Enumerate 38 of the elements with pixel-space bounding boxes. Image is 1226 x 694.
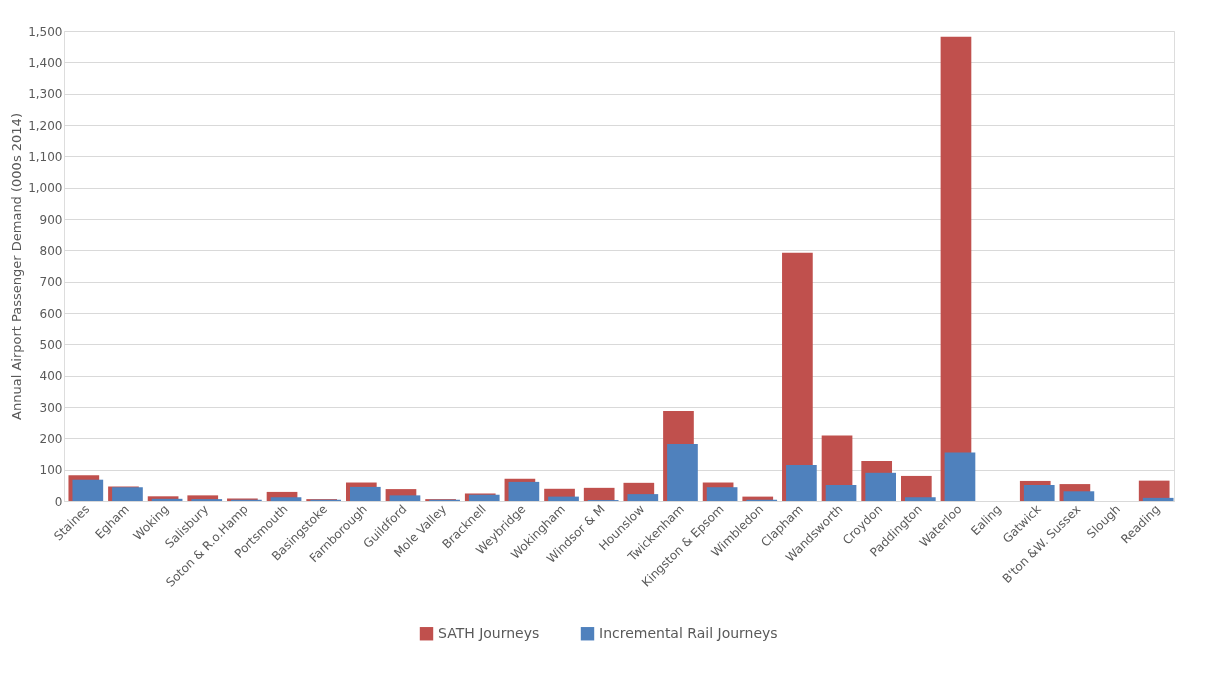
y-tick-label: 100 bbox=[39, 463, 63, 478]
bar bbox=[1142, 497, 1174, 501]
bar bbox=[151, 498, 183, 501]
y-tick-label: 200 bbox=[39, 431, 63, 446]
y-tick-label: 300 bbox=[39, 400, 63, 415]
bar bbox=[389, 495, 421, 501]
bar bbox=[1023, 485, 1055, 501]
legend-label: SATH Journeys bbox=[438, 624, 540, 641]
y-tick-label: 1,100 bbox=[28, 149, 63, 164]
y-tick-label: 400 bbox=[39, 369, 63, 384]
y-tick-label: 700 bbox=[39, 275, 63, 290]
y-tick-label: 1,200 bbox=[28, 118, 63, 133]
y-tick-label: 1,300 bbox=[28, 87, 63, 102]
bar bbox=[112, 487, 143, 501]
bar bbox=[1063, 491, 1095, 501]
y-tick-label: 500 bbox=[39, 337, 63, 352]
bar bbox=[865, 472, 897, 501]
bar bbox=[583, 487, 615, 501]
bar bbox=[904, 497, 936, 501]
legend-label: Incremental Rail Journeys bbox=[599, 624, 778, 641]
bar bbox=[627, 494, 659, 501]
y-tick-label: 1,000 bbox=[28, 181, 63, 196]
y-axis-title: Annual Airport Passenger Demand (000s 2014) bbox=[9, 113, 25, 420]
y-tick-label: 0 bbox=[54, 494, 63, 509]
y-tick-label: 600 bbox=[39, 306, 63, 321]
bar bbox=[270, 497, 302, 501]
bar bbox=[786, 464, 817, 501]
y-tick-label: 900 bbox=[39, 212, 63, 227]
bar bbox=[349, 486, 381, 501]
bar bbox=[944, 452, 976, 501]
bar bbox=[825, 485, 857, 501]
bar bbox=[667, 443, 698, 501]
bar bbox=[548, 496, 579, 501]
y-tick-label: 1,500 bbox=[28, 24, 63, 39]
bar bbox=[706, 487, 738, 501]
bar bbox=[468, 494, 500, 501]
y-tick-label: 800 bbox=[39, 243, 63, 258]
y-tick-label: 1,400 bbox=[28, 55, 63, 70]
